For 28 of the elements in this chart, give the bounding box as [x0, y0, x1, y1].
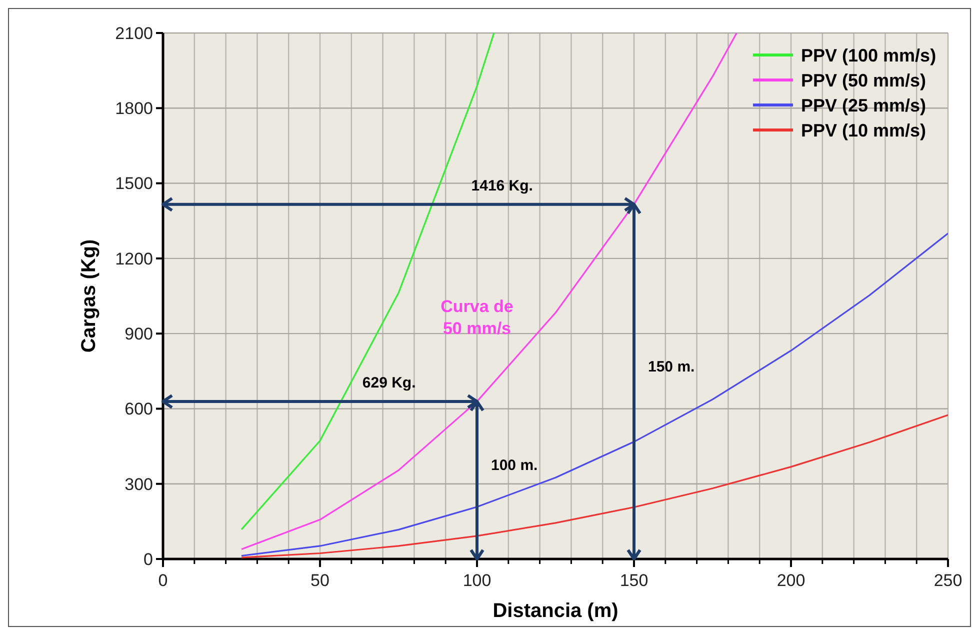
y-tick-label: 2100	[115, 24, 153, 43]
x-tick-label: 150	[620, 571, 648, 590]
x-tick-label: 0	[158, 571, 168, 590]
x-tick-label: 200	[776, 571, 806, 590]
x-tick-label: 100	[462, 571, 492, 590]
ref-line-label: 150 m.	[648, 358, 695, 376]
legend-label: PPV (100 mm/s)	[801, 45, 936, 66]
annotation: Curva de 50 mm/s	[440, 296, 514, 338]
x-axis-title: Distancia (m)	[492, 600, 618, 622]
legend-label: PPV (50 mm/s)	[801, 70, 926, 90]
ref-line-label: 100 m.	[491, 457, 538, 474]
ref-line-label: 629 Kg.	[362, 374, 416, 392]
line-series	[240, 232, 948, 557]
x-tick-label: 250	[934, 571, 962, 590]
line-series	[240, 33, 738, 550]
line-series	[240, 414, 948, 558]
y-tick-label: 900	[124, 324, 153, 344]
y-tick-label: 300	[124, 474, 153, 494]
x-tick-label: 50	[310, 571, 330, 590]
y-tick-label: 0	[144, 550, 153, 569]
y-tick-label: 1500	[115, 174, 153, 194]
legend-label: PPV (10 mm/s)	[801, 120, 926, 140]
ref-line-label: 1416 Kg.	[471, 177, 533, 194]
y-tick-label: 1200	[115, 249, 153, 268]
y-tick-label: 1800	[115, 99, 153, 118]
legend-label: PPV (25 mm/s)	[801, 95, 926, 116]
y-axis-title: Cargas (Kg)	[78, 239, 100, 353]
y-tick-label: 600	[124, 400, 153, 419]
